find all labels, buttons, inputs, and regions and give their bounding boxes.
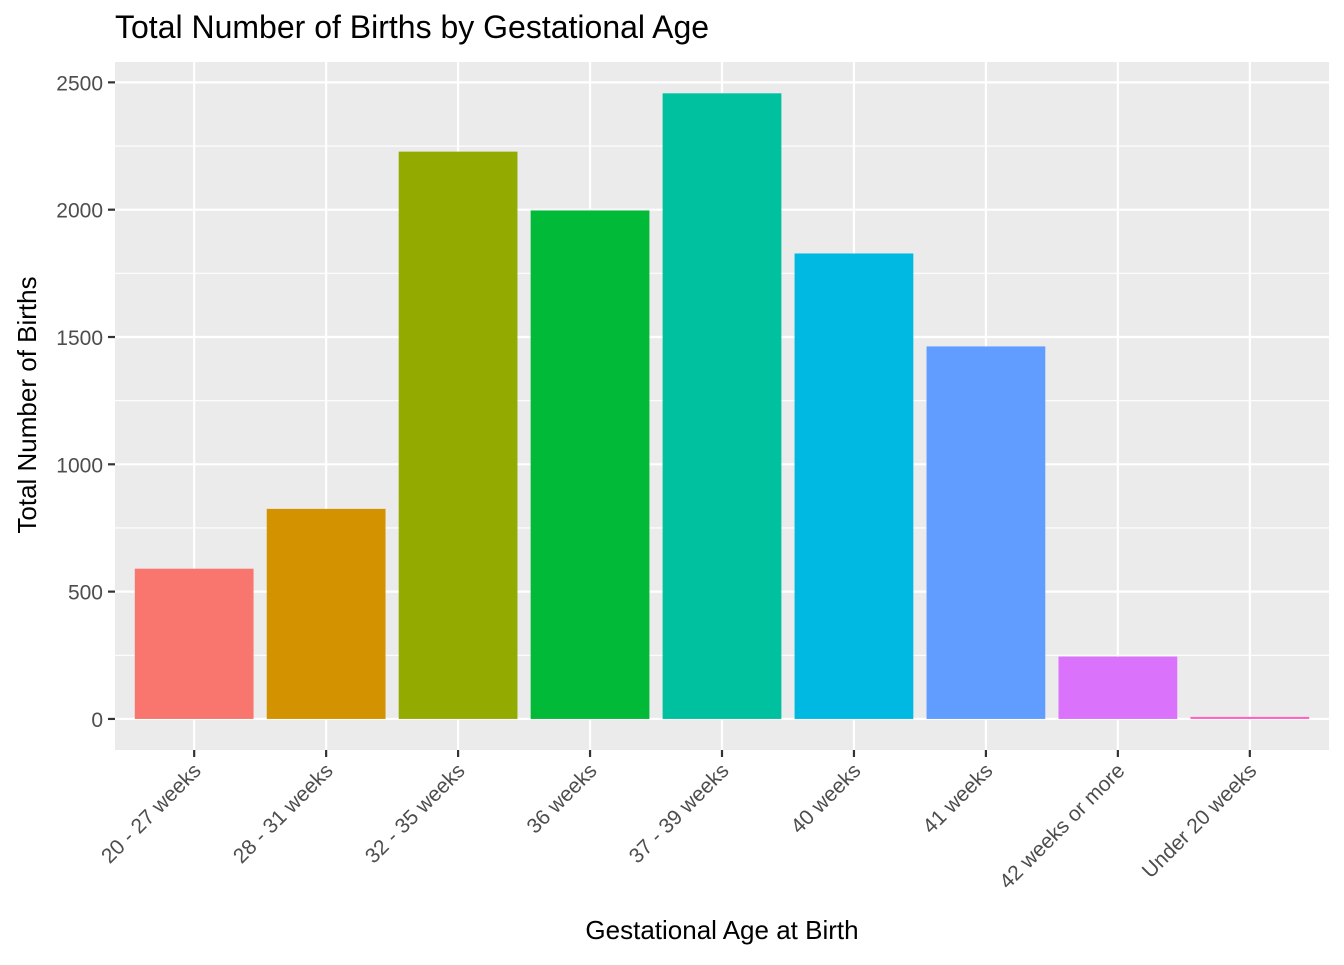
bar-under-20-weeks [1190,716,1310,719]
x-axis: 20 - 27 weeks 28 - 31 weeks 32 - 35 weeks 3… [97,750,1261,894]
bar-36-weeks [530,210,650,719]
x-tick-label: 41 weeks [918,759,997,838]
bar-42-weeks-or-more [1058,656,1178,719]
x-tick-label: 20 - 27 weeks [97,759,206,868]
y-tick-label: 500 [68,582,103,605]
x-tick-label: 37 - 39 weeks [625,759,734,868]
bar-28-31-weeks [266,508,386,719]
x-tick-label: 40 weeks [786,759,865,838]
y-tick-label: 1500 [56,327,103,350]
y-axis: 0 500 1000 1500 2000 2500 [56,72,115,732]
x-tick-label: Under 20 weeks [1138,759,1262,883]
bar-40-weeks [794,253,914,719]
y-tick-label: 0 [91,709,103,732]
x-tick-label: 32 - 35 weeks [361,759,470,868]
bar-41-weeks [926,346,1046,719]
x-tick-label: 36 weeks [523,759,602,838]
bar-20-27-weeks [134,568,254,719]
chart-title: Total Number of Births by Gestational Ag… [115,9,709,45]
y-tick-label: 2000 [56,200,103,223]
bar-37-39-weeks [662,93,782,719]
x-tick-label: 42 weeks or more [995,759,1129,893]
y-tick-label: 1000 [56,454,103,477]
y-axis-title: Total Number of Births [12,276,42,533]
plot-panel [115,62,1329,750]
x-tick-label: 28 - 31 weeks [229,759,338,868]
y-tick-label: 2500 [56,72,103,95]
bar-32-35-weeks [398,151,518,719]
x-axis-title: Gestational Age at Birth [585,915,858,945]
